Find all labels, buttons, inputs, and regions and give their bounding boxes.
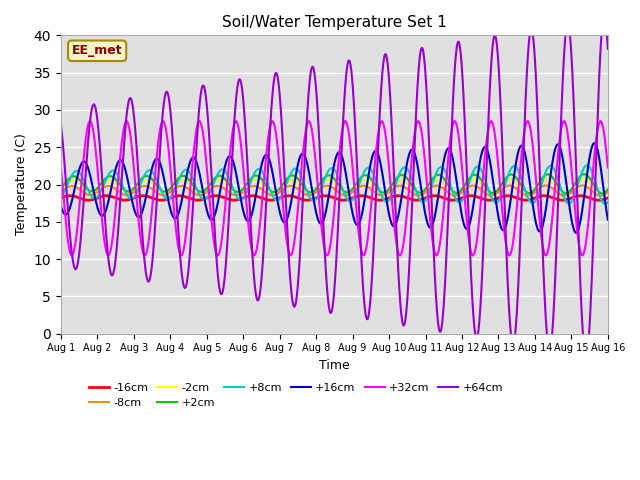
X-axis label: Time: Time xyxy=(319,359,349,372)
+64cm xyxy=(593,123,601,129)
+32cm xyxy=(291,238,298,244)
+8cm xyxy=(152,175,159,180)
-16cm xyxy=(604,195,612,201)
-2cm xyxy=(267,189,275,194)
-2cm xyxy=(57,186,65,192)
-8cm xyxy=(57,189,65,195)
-16cm xyxy=(267,197,275,203)
Text: EE_met: EE_met xyxy=(72,44,122,57)
-2cm xyxy=(152,184,159,190)
+32cm xyxy=(267,120,275,126)
Line: +16cm: +16cm xyxy=(61,143,608,233)
+64cm xyxy=(152,214,159,220)
+32cm xyxy=(604,165,612,170)
+64cm xyxy=(534,126,542,132)
+8cm xyxy=(604,199,612,205)
+64cm xyxy=(582,354,590,360)
+8cm xyxy=(593,185,601,191)
Line: -2cm: -2cm xyxy=(61,179,608,193)
-16cm xyxy=(595,197,602,203)
+16cm xyxy=(120,161,127,167)
+32cm xyxy=(152,162,160,168)
+16cm xyxy=(291,180,298,186)
+2cm xyxy=(120,186,127,192)
+16cm xyxy=(267,161,275,167)
-2cm xyxy=(120,188,127,193)
-2cm xyxy=(580,176,588,182)
-16cm xyxy=(291,194,298,200)
-16cm xyxy=(120,197,127,203)
+16cm xyxy=(152,156,159,162)
+2cm xyxy=(580,171,588,177)
Y-axis label: Temperature (C): Temperature (C) xyxy=(15,133,28,236)
-8cm xyxy=(604,189,612,195)
-16cm xyxy=(593,197,601,203)
+16cm xyxy=(572,230,580,236)
-8cm xyxy=(596,193,604,199)
-8cm xyxy=(120,192,127,197)
+16cm xyxy=(534,227,542,233)
-16cm xyxy=(66,193,74,199)
+16cm xyxy=(591,140,598,146)
-2cm xyxy=(598,190,605,196)
+32cm xyxy=(57,165,65,170)
+64cm xyxy=(291,304,298,310)
+8cm xyxy=(583,162,591,168)
Line: +32cm: +32cm xyxy=(61,121,608,255)
-8cm xyxy=(267,192,275,198)
+32cm xyxy=(68,252,76,258)
+2cm xyxy=(291,173,298,179)
+32cm xyxy=(534,204,542,210)
-8cm xyxy=(593,192,601,198)
Line: +2cm: +2cm xyxy=(61,174,608,193)
+8cm xyxy=(57,194,65,200)
-16cm xyxy=(152,196,160,202)
-16cm xyxy=(534,194,542,200)
-2cm xyxy=(291,178,298,183)
+2cm xyxy=(152,181,159,187)
+32cm xyxy=(120,128,127,133)
+64cm xyxy=(604,46,612,52)
Legend: -16cm, -8cm, -2cm, +2cm, +8cm, +16cm, +32cm, +64cm: -16cm, -8cm, -2cm, +2cm, +8cm, +16cm, +3… xyxy=(84,378,508,412)
+2cm xyxy=(593,187,601,193)
+8cm xyxy=(267,189,275,194)
+32cm xyxy=(593,129,601,134)
Line: +8cm: +8cm xyxy=(61,165,608,204)
+64cm xyxy=(600,14,608,20)
-2cm xyxy=(604,186,612,192)
+2cm xyxy=(267,188,275,193)
+16cm xyxy=(604,216,612,222)
-8cm xyxy=(152,189,159,195)
-16cm xyxy=(57,195,65,201)
-8cm xyxy=(291,184,298,190)
Title: Soil/Water Temperature Set 1: Soil/Water Temperature Set 1 xyxy=(222,15,447,30)
+32cm xyxy=(596,118,604,124)
Line: -8cm: -8cm xyxy=(61,185,608,196)
+2cm xyxy=(604,187,612,192)
+64cm xyxy=(57,122,65,128)
+8cm xyxy=(120,184,127,190)
+2cm xyxy=(598,191,606,196)
+16cm xyxy=(593,146,601,152)
+8cm xyxy=(534,192,542,197)
Line: +64cm: +64cm xyxy=(61,17,608,357)
-8cm xyxy=(579,182,586,188)
-8cm xyxy=(534,186,542,192)
Line: -16cm: -16cm xyxy=(61,196,608,200)
-2cm xyxy=(534,183,542,189)
-2cm xyxy=(593,188,601,194)
+8cm xyxy=(291,166,298,172)
+2cm xyxy=(57,185,65,191)
+2cm xyxy=(534,181,542,187)
+64cm xyxy=(267,117,275,123)
+64cm xyxy=(120,152,127,158)
+8cm xyxy=(602,201,609,207)
+16cm xyxy=(57,203,65,209)
